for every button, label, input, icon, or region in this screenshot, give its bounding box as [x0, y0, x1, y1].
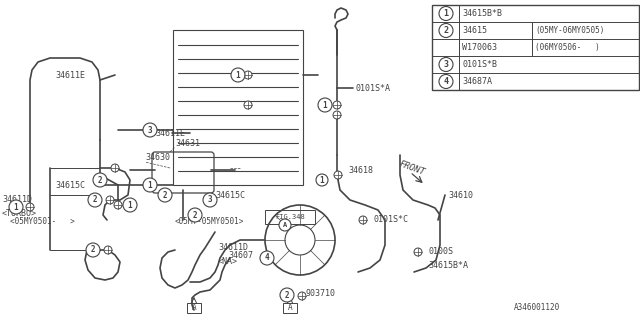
Circle shape — [318, 98, 332, 112]
Circle shape — [316, 174, 328, 186]
Bar — [173, 30, 303, 185]
Bar — [432, 5, 639, 90]
Circle shape — [231, 68, 245, 82]
Circle shape — [439, 58, 453, 71]
Text: 2: 2 — [163, 190, 167, 199]
Text: 3: 3 — [208, 196, 212, 204]
Circle shape — [106, 196, 114, 204]
Text: 34611E: 34611E — [155, 129, 185, 138]
Text: 0100S: 0100S — [428, 247, 453, 257]
Text: (05MY-06MY0505): (05MY-06MY0505) — [535, 26, 604, 35]
Circle shape — [88, 193, 102, 207]
Text: A: A — [288, 303, 292, 313]
Text: FRONT: FRONT — [398, 159, 426, 177]
Text: 3: 3 — [444, 60, 449, 69]
Text: <05MY-05MY0501>: <05MY-05MY0501> — [175, 218, 244, 227]
Circle shape — [439, 6, 453, 20]
Circle shape — [260, 251, 274, 265]
Text: 34630: 34630 — [145, 153, 170, 162]
Circle shape — [265, 205, 335, 275]
Text: 1: 1 — [236, 70, 240, 79]
Circle shape — [244, 71, 252, 79]
Text: A346001120: A346001120 — [514, 303, 560, 313]
Circle shape — [334, 171, 342, 179]
Circle shape — [86, 243, 100, 257]
Text: 1: 1 — [444, 9, 449, 18]
Text: <TURBO>: <TURBO> — [2, 209, 37, 218]
Text: 1: 1 — [128, 201, 132, 210]
Bar — [265, 210, 315, 224]
Circle shape — [143, 123, 157, 137]
Text: 1: 1 — [323, 100, 327, 109]
Circle shape — [333, 101, 341, 109]
Circle shape — [298, 292, 306, 300]
Text: 2: 2 — [193, 211, 197, 220]
Circle shape — [279, 219, 291, 231]
Circle shape — [104, 246, 112, 254]
Circle shape — [285, 225, 315, 255]
Text: (06MY0506-   ): (06MY0506- ) — [535, 43, 600, 52]
Text: A: A — [282, 223, 286, 229]
Text: 34618: 34618 — [348, 165, 373, 174]
Circle shape — [203, 193, 217, 207]
Circle shape — [333, 111, 341, 119]
Text: 34687A: 34687A — [462, 77, 492, 86]
Text: 1: 1 — [148, 180, 152, 189]
Circle shape — [439, 23, 453, 37]
Text: 4: 4 — [444, 77, 449, 86]
Text: 2: 2 — [98, 175, 102, 185]
Text: 34611D: 34611D — [218, 244, 248, 252]
Circle shape — [143, 178, 157, 192]
Circle shape — [244, 101, 252, 109]
Text: 0101S*A: 0101S*A — [355, 84, 390, 92]
Circle shape — [26, 203, 34, 211]
Circle shape — [123, 198, 137, 212]
Circle shape — [414, 248, 422, 256]
Circle shape — [280, 288, 294, 302]
Text: 34615B*B: 34615B*B — [462, 9, 502, 18]
Text: 34615B*A: 34615B*A — [428, 260, 468, 269]
Circle shape — [158, 188, 172, 202]
Circle shape — [188, 208, 202, 222]
Text: 903710: 903710 — [305, 289, 335, 298]
Text: 34611E: 34611E — [55, 70, 85, 79]
Text: 2: 2 — [91, 245, 95, 254]
Text: 0101S*B: 0101S*B — [462, 60, 497, 69]
Text: W170063: W170063 — [462, 43, 497, 52]
Text: 0101S*C: 0101S*C — [373, 215, 408, 225]
Text: 34615C: 34615C — [55, 180, 85, 189]
Text: 34631: 34631 — [175, 139, 200, 148]
Text: 34615C: 34615C — [215, 190, 245, 199]
Circle shape — [9, 200, 23, 214]
Circle shape — [359, 216, 367, 224]
Text: 34610: 34610 — [448, 190, 473, 199]
Text: <05MY0501-   >: <05MY0501- > — [10, 218, 75, 227]
Text: 4: 4 — [265, 253, 269, 262]
Text: FIG.348: FIG.348 — [275, 214, 305, 220]
Text: A: A — [192, 303, 196, 313]
Circle shape — [439, 75, 453, 89]
Text: 2: 2 — [444, 26, 449, 35]
Text: <NA>: <NA> — [218, 258, 238, 267]
Circle shape — [93, 173, 107, 187]
Bar — [283, 303, 297, 313]
Circle shape — [111, 164, 119, 172]
Text: 2: 2 — [93, 196, 97, 204]
Bar — [187, 303, 201, 313]
Text: 34607: 34607 — [228, 251, 253, 260]
Text: 3: 3 — [148, 125, 152, 134]
Text: A: A — [283, 222, 287, 228]
Text: 1: 1 — [13, 203, 19, 212]
Text: 34611D: 34611D — [2, 196, 32, 204]
Text: 34615: 34615 — [462, 26, 487, 35]
Circle shape — [114, 201, 122, 209]
Text: 1: 1 — [320, 175, 324, 185]
Text: 2: 2 — [285, 291, 289, 300]
